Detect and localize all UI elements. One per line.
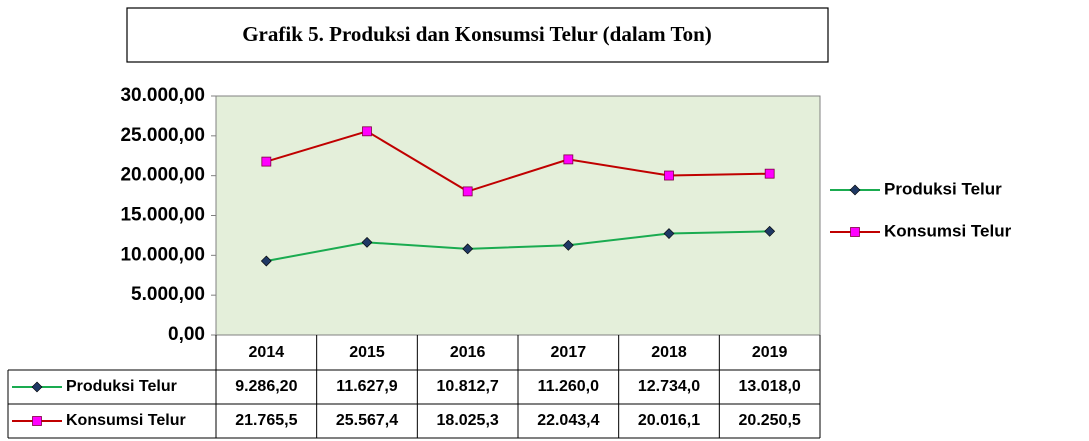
marker	[32, 416, 42, 426]
table-row-label: Konsumsi Telur	[66, 412, 186, 429]
x-tick-label: 2014	[249, 344, 285, 361]
marker	[261, 156, 272, 167]
table-cell: 25.567,4	[336, 412, 398, 429]
table-cell: 12.734,0	[638, 378, 700, 395]
y-tick-label: 5.000,00	[131, 284, 205, 305]
marker	[462, 186, 473, 197]
marker	[663, 228, 675, 239]
table-cell: 18.025,3	[437, 412, 499, 429]
y-tick-label: 20.000,00	[120, 165, 205, 186]
x-tick-label: 2019	[752, 344, 788, 361]
table-cell: 11.627,9	[336, 378, 398, 395]
x-tick-label: 2015	[349, 344, 385, 361]
y-tick-label: 25.000,00	[120, 125, 205, 146]
table-cell: 10.812,7	[437, 378, 499, 395]
table-cell: 22.043,4	[537, 412, 599, 429]
table-cell: 20.250,5	[739, 412, 801, 429]
table-cell: 9.286,20	[235, 378, 297, 395]
marker	[562, 239, 574, 251]
x-tick-label: 2018	[651, 344, 687, 361]
series-line	[266, 230, 770, 263]
marker	[850, 227, 860, 237]
y-tick-label: 30.000,00	[120, 85, 205, 106]
legend-label: Konsumsi Telur	[884, 221, 1012, 240]
y-tick-label: 10.000,00	[120, 244, 205, 265]
x-tick-label: 2016	[450, 344, 486, 361]
marker	[764, 225, 776, 237]
marker	[563, 154, 574, 165]
title-box	[126, 7, 829, 63]
legend-label: Produksi Telur	[884, 179, 1002, 198]
marker	[31, 381, 43, 393]
table-row-label: Produksi Telur	[66, 378, 177, 395]
y-tick-label: 15.000,00	[120, 205, 205, 226]
x-tick-label: 2017	[551, 344, 587, 361]
table-cell: 21.765,5	[235, 412, 297, 429]
marker	[849, 184, 861, 196]
table-cell: 13.018,0	[739, 378, 801, 395]
chart-title: Grafik 5. Produksi dan Konsumsi Telur (d…	[242, 22, 712, 46]
table-cell: 20.016,1	[638, 412, 700, 429]
marker	[764, 168, 775, 179]
plot-area	[215, 95, 821, 336]
marker	[362, 126, 372, 137]
marker	[462, 243, 474, 255]
y-tick-label: 0,00	[168, 324, 205, 345]
table-cell: 11.260,0	[538, 378, 600, 395]
marker	[260, 255, 272, 267]
marker	[361, 236, 373, 248]
series-line	[266, 130, 770, 193]
marker	[664, 170, 674, 181]
